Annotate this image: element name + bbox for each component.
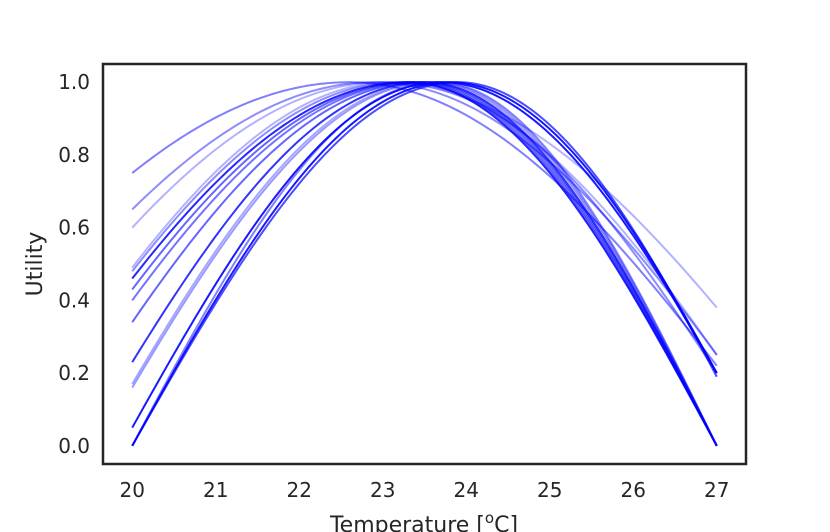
y-tick-label: 0.2 (58, 361, 90, 385)
x-tick-label: 24 (454, 478, 479, 502)
x-tick-label: 22 (287, 478, 312, 502)
y-tick-label: 0.6 (58, 216, 90, 240)
x-tick-labels: 20 21 22 23 24 25 26 27 (120, 478, 730, 502)
x-tick-label: 25 (537, 478, 562, 502)
utility-curve (131, 81, 718, 367)
utility-curve (131, 81, 718, 447)
y-axis-label: Utility (23, 232, 48, 297)
series-lines (131, 81, 718, 447)
y-tick-label: 0.8 (58, 143, 90, 167)
x-tick-label: 21 (203, 478, 228, 502)
x-tick-label: 23 (370, 478, 395, 502)
plot-frame (101, 62, 748, 466)
utility-curve (131, 81, 718, 356)
y-tick-label: 0.4 (58, 288, 90, 312)
utility-curve (131, 81, 718, 429)
utility-curve (131, 81, 718, 356)
utility-curve (131, 81, 718, 374)
y-tick-label: 1.0 (58, 70, 90, 94)
x-axis-label: Temperature [oC] (329, 509, 518, 532)
x-tick-label: 26 (621, 478, 646, 502)
x-tick-label: 27 (704, 478, 729, 502)
y-tick-label: 0.0 (58, 434, 90, 458)
y-tick-labels: 0.0 0.2 0.4 0.6 0.8 1.0 (58, 70, 90, 458)
utility-curve (131, 81, 718, 447)
utility-curve (131, 81, 718, 447)
x-tick-label: 20 (120, 478, 145, 502)
